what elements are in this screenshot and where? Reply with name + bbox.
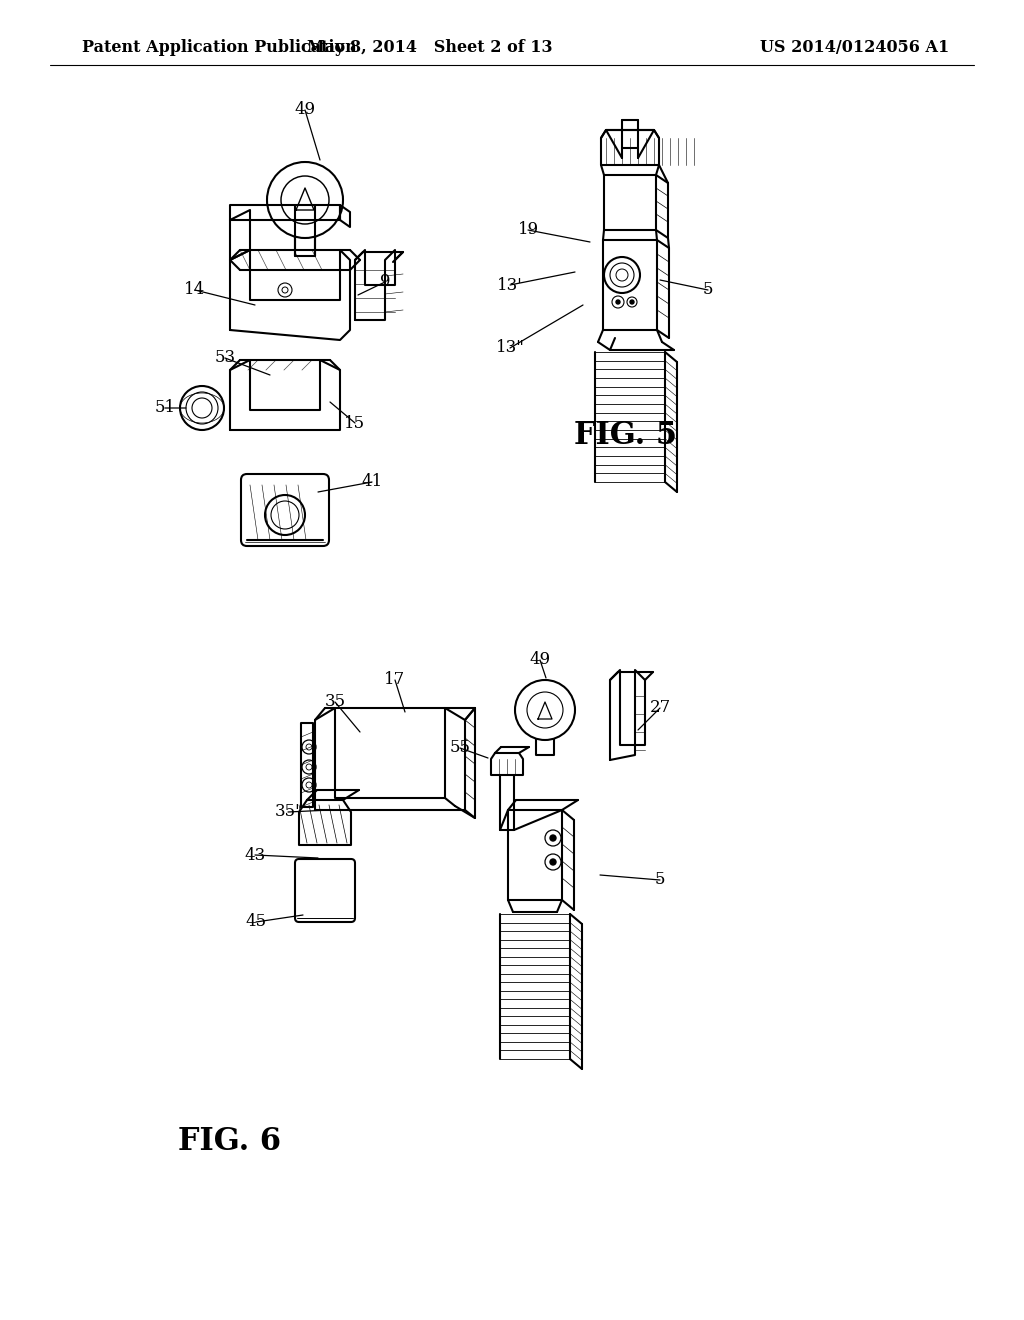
Circle shape xyxy=(550,859,556,865)
Text: 13': 13' xyxy=(497,276,523,293)
Text: 19: 19 xyxy=(517,222,539,239)
Text: 35': 35' xyxy=(275,804,301,821)
Text: 51: 51 xyxy=(155,400,175,417)
Text: US 2014/0124056 A1: US 2014/0124056 A1 xyxy=(760,40,949,57)
Text: 55: 55 xyxy=(450,739,470,756)
Text: 27: 27 xyxy=(649,700,671,717)
Text: 49: 49 xyxy=(295,102,315,119)
Text: FIG. 6: FIG. 6 xyxy=(178,1126,282,1158)
Text: FIG. 5: FIG. 5 xyxy=(573,420,677,450)
Text: 49: 49 xyxy=(529,652,551,668)
Circle shape xyxy=(550,836,556,841)
Text: 17: 17 xyxy=(384,672,406,689)
Text: 53: 53 xyxy=(214,350,236,367)
Text: 13": 13" xyxy=(496,339,524,356)
Text: 35: 35 xyxy=(325,693,345,710)
Circle shape xyxy=(630,300,634,304)
Text: 41: 41 xyxy=(361,474,383,491)
Text: Patent Application Publication: Patent Application Publication xyxy=(82,40,356,57)
Text: 5: 5 xyxy=(702,281,714,298)
Text: 5: 5 xyxy=(654,871,666,888)
Text: 14: 14 xyxy=(184,281,206,298)
Text: 9: 9 xyxy=(380,273,390,290)
Text: 45: 45 xyxy=(246,913,266,931)
Text: 43: 43 xyxy=(245,846,265,863)
Text: May 8, 2014   Sheet 2 of 13: May 8, 2014 Sheet 2 of 13 xyxy=(307,40,553,57)
Text: 15: 15 xyxy=(344,414,366,432)
Circle shape xyxy=(616,300,620,304)
